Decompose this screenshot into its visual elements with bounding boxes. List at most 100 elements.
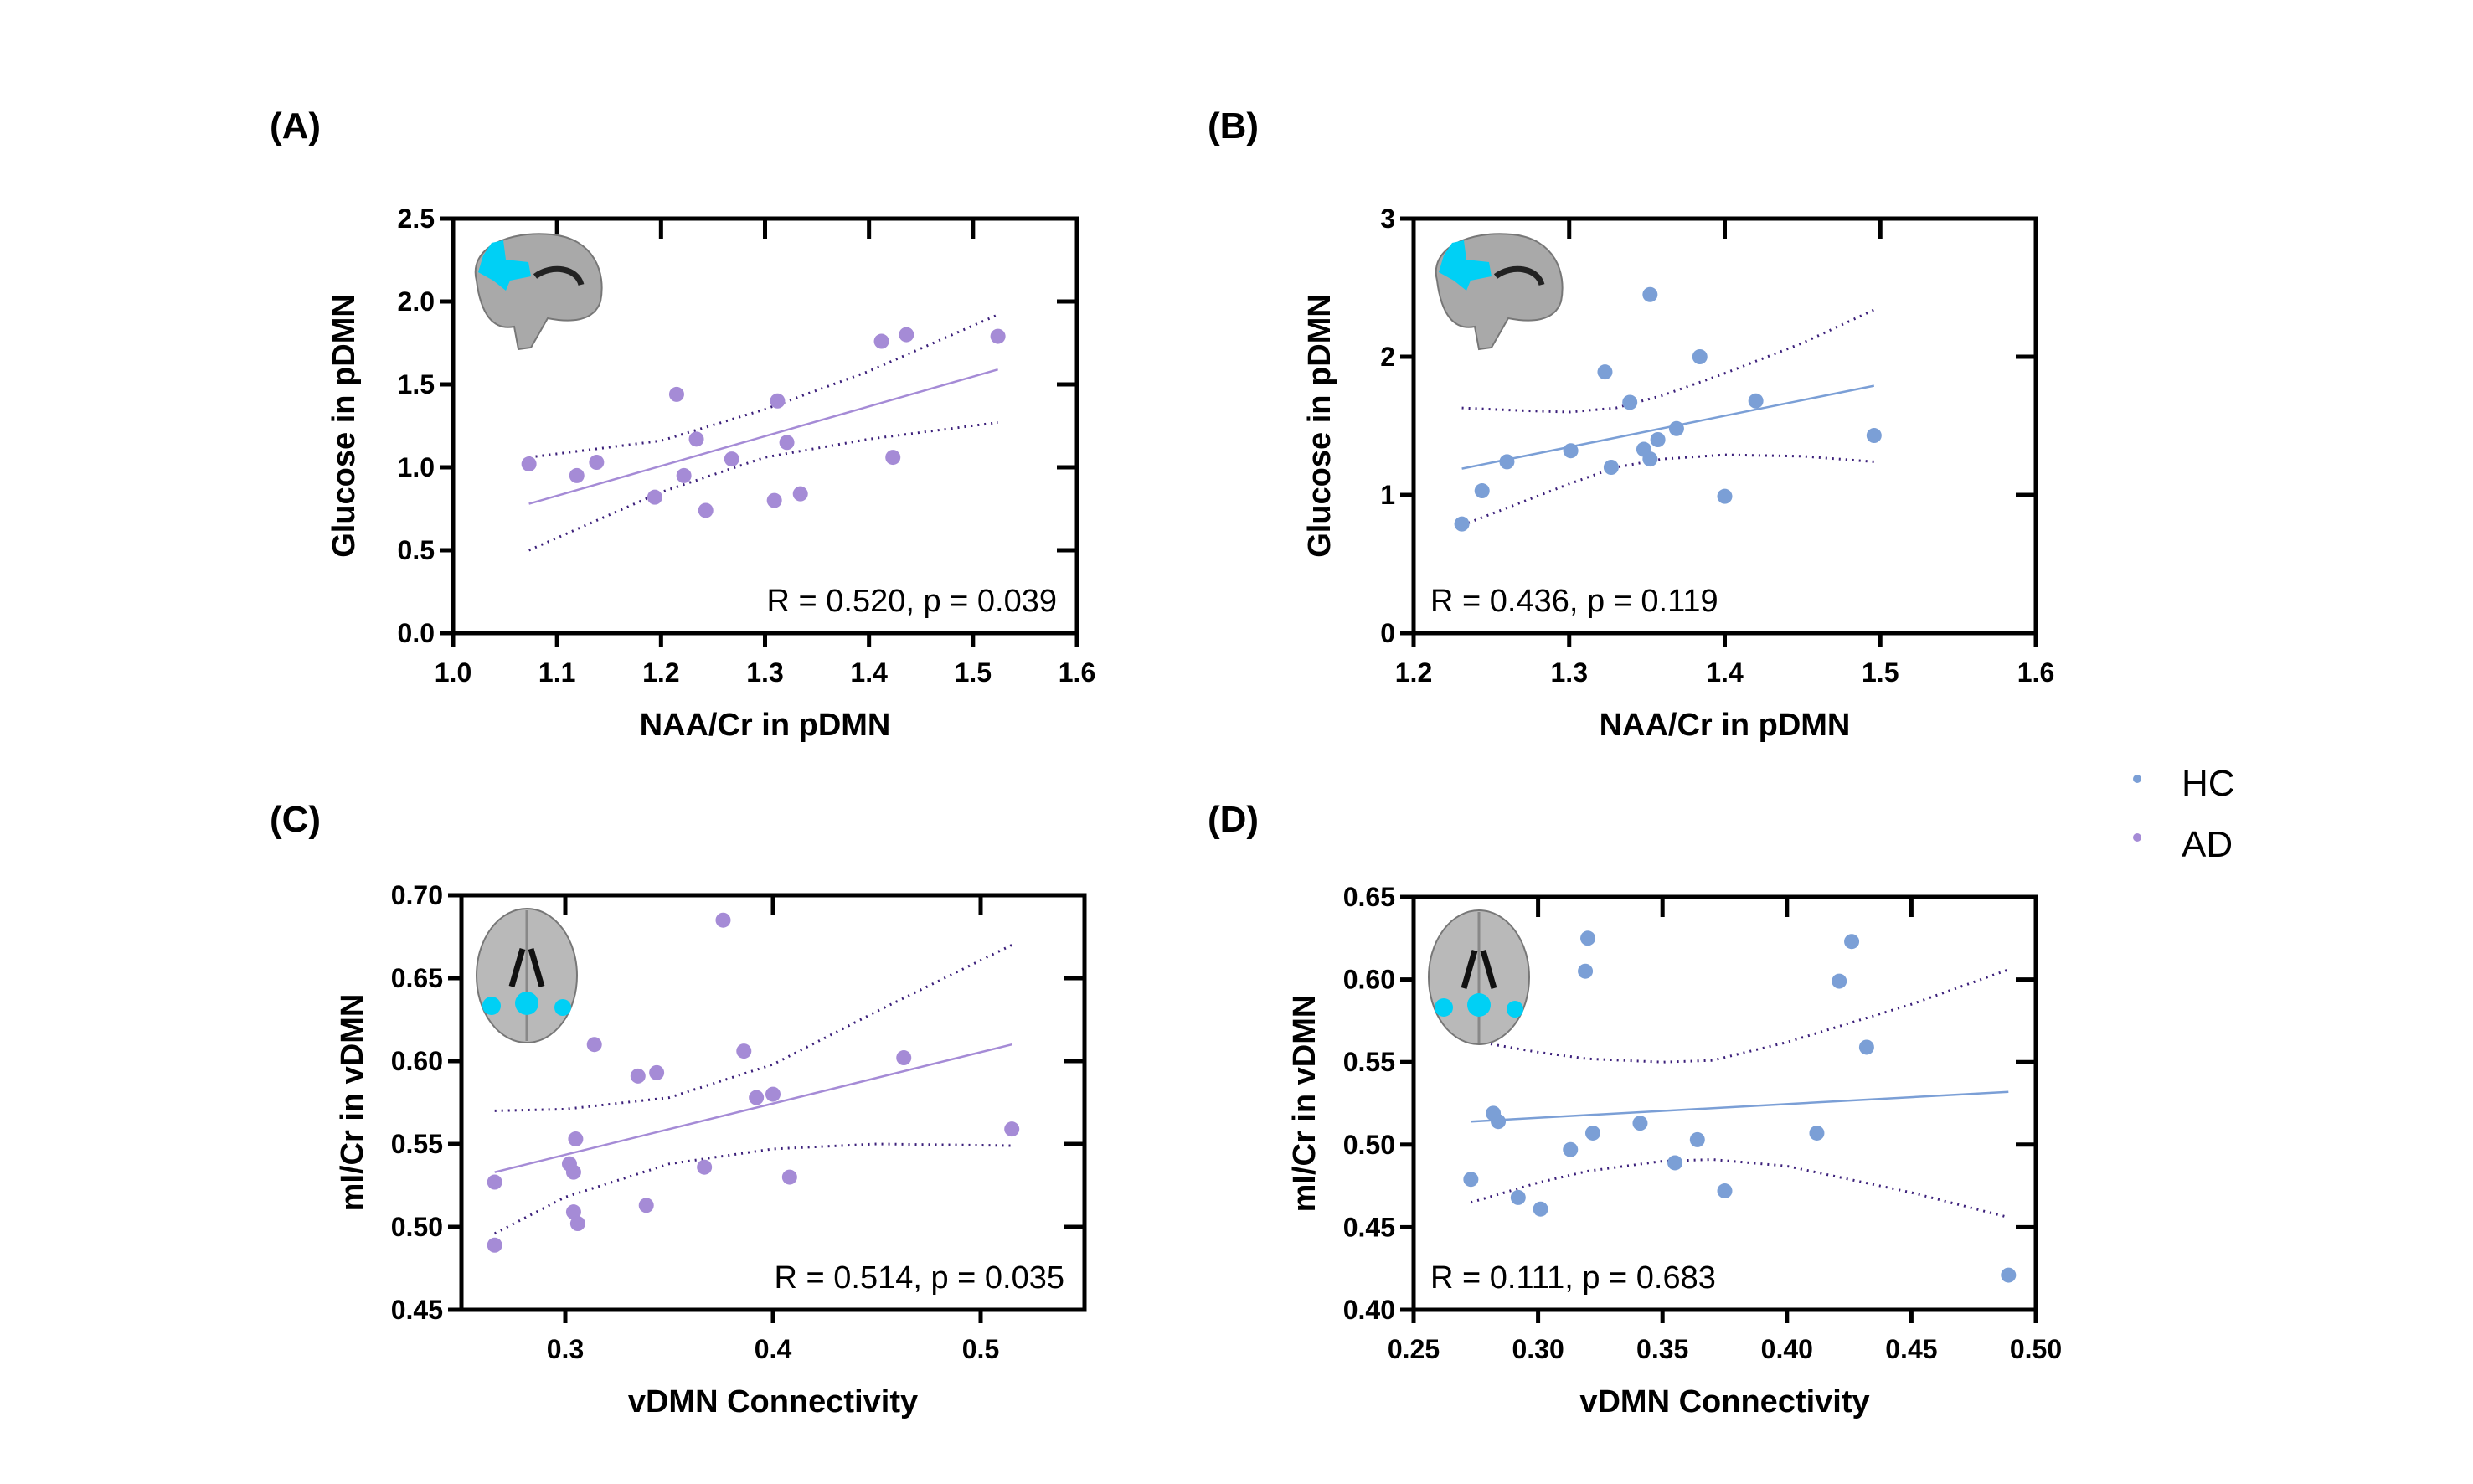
data-point bbox=[749, 1090, 765, 1105]
data-point bbox=[586, 1037, 602, 1053]
data-point bbox=[770, 393, 786, 409]
y-tick-label: 0.70 bbox=[391, 880, 443, 910]
data-point bbox=[1584, 1125, 1600, 1141]
data-point bbox=[1667, 1155, 1683, 1171]
data-point bbox=[1717, 488, 1733, 504]
x-tick-label: 0.45 bbox=[1885, 1334, 1937, 1364]
y-tick-label: 1.5 bbox=[398, 369, 435, 399]
data-point bbox=[1748, 393, 1764, 409]
data-point bbox=[565, 1204, 581, 1220]
data-point bbox=[1622, 394, 1638, 410]
x-tick-label: 1.1 bbox=[538, 657, 575, 688]
x-tick-label: 1.0 bbox=[435, 657, 471, 688]
data-point bbox=[698, 502, 714, 518]
data-point bbox=[565, 1164, 581, 1180]
legend: HC AD bbox=[2133, 763, 2235, 865]
y-tick-label: 0.60 bbox=[391, 1046, 443, 1076]
x-tick-label: 0.5 bbox=[962, 1334, 999, 1364]
data-point bbox=[724, 451, 739, 467]
data-point bbox=[1809, 1125, 1825, 1141]
x-axis-title: vDMN Connectivity bbox=[628, 1384, 918, 1420]
data-point bbox=[715, 912, 731, 928]
data-point bbox=[1533, 1201, 1548, 1217]
legend-label-ad: AD bbox=[2182, 824, 2233, 865]
data-point bbox=[1563, 443, 1579, 459]
x-tick-label: 1.3 bbox=[1551, 657, 1588, 688]
data-point bbox=[1689, 1131, 1705, 1147]
data-point bbox=[885, 450, 901, 466]
data-point bbox=[779, 435, 795, 451]
data-point bbox=[487, 1174, 502, 1190]
data-point bbox=[1580, 930, 1596, 946]
data-point bbox=[568, 1131, 584, 1147]
legend-item-ad: AD bbox=[2133, 824, 2233, 865]
x-tick-label: 0.25 bbox=[1388, 1334, 1440, 1364]
data-point bbox=[1844, 934, 1860, 950]
y-tick-label: 0.45 bbox=[391, 1295, 443, 1325]
legend-item-hc: HC bbox=[2133, 763, 2235, 804]
data-point bbox=[1491, 1114, 1507, 1130]
panel-label: (C) bbox=[270, 799, 321, 840]
x-tick-label: 1.4 bbox=[850, 657, 888, 688]
y-tick-label: 0.50 bbox=[1343, 1130, 1395, 1160]
y-tick-label: 0.5 bbox=[398, 535, 435, 565]
data-point bbox=[1463, 1172, 1479, 1188]
data-point bbox=[676, 467, 692, 483]
x-axis-title: NAA/Cr in pDMN bbox=[640, 708, 891, 743]
y-axis-title: mI/Cr in vDMN bbox=[335, 994, 370, 1212]
x-tick-label: 1.2 bbox=[642, 657, 679, 688]
y-tick-label: 1.0 bbox=[398, 452, 435, 482]
data-point bbox=[1642, 451, 1658, 467]
data-point bbox=[1563, 1141, 1579, 1157]
x-tick-label: 1.3 bbox=[746, 657, 783, 688]
y-tick-label: 0.55 bbox=[1343, 1047, 1395, 1077]
data-point bbox=[899, 327, 914, 343]
y-tick-label: 1 bbox=[1380, 480, 1395, 510]
data-point bbox=[1650, 432, 1666, 447]
data-point bbox=[1866, 428, 1882, 444]
ci-lower-band bbox=[528, 421, 998, 552]
data-point bbox=[1499, 454, 1515, 470]
data-point bbox=[688, 431, 704, 447]
legend-marker-hc bbox=[2133, 775, 2141, 783]
data-point bbox=[1603, 460, 1619, 475]
axial-brain-icon bbox=[1428, 909, 1530, 1045]
data-point bbox=[697, 1159, 713, 1175]
x-tick-label: 1.2 bbox=[1395, 657, 1432, 688]
y-axis-title: mI/Cr in vDMN bbox=[1287, 995, 1322, 1213]
stat-annotation: R = 0.520, p = 0.039 bbox=[767, 584, 1058, 619]
sagittal-brain-icon bbox=[1435, 233, 1564, 351]
y-tick-label: 2 bbox=[1380, 342, 1395, 372]
data-point bbox=[781, 1169, 797, 1185]
regression-line bbox=[528, 368, 998, 505]
data-point bbox=[521, 456, 537, 472]
x-tick-label: 1.6 bbox=[1059, 657, 1095, 688]
data-point bbox=[1858, 1039, 1874, 1055]
y-tick-label: 0.45 bbox=[1343, 1212, 1395, 1242]
x-tick-label: 1.6 bbox=[2017, 657, 2054, 688]
data-point bbox=[766, 492, 782, 508]
data-point bbox=[1832, 973, 1847, 989]
data-point bbox=[1004, 1121, 1020, 1137]
y-tick-label: 0.0 bbox=[398, 618, 435, 648]
x-tick-label: 0.50 bbox=[2010, 1334, 2062, 1364]
data-point bbox=[1454, 516, 1470, 532]
data-point bbox=[668, 386, 684, 402]
y-tick-label: 3 bbox=[1380, 204, 1395, 234]
stat-annotation: R = 0.111, p = 0.683 bbox=[1430, 1260, 1716, 1296]
ci-upper-band bbox=[1471, 968, 2009, 1064]
y-tick-label: 0.55 bbox=[391, 1129, 443, 1159]
x-tick-label: 1.4 bbox=[1706, 657, 1744, 688]
x-tick-label: 1.5 bbox=[1862, 657, 1899, 688]
x-tick-label: 0.30 bbox=[1512, 1334, 1564, 1364]
panel-d: (D) 0.25 0.30 0.35 0.40 0.45 0.50 0.40 0.45 0.50 0… bbox=[1208, 799, 2062, 1420]
stat-annotation: R = 0.514, p = 0.035 bbox=[775, 1260, 1065, 1296]
x-tick-label: 0.4 bbox=[755, 1334, 792, 1364]
ci-upper-band bbox=[528, 313, 999, 459]
y-tick-label: 2.5 bbox=[398, 204, 435, 234]
data-point bbox=[896, 1050, 912, 1066]
data-point bbox=[647, 489, 662, 505]
plot-frame bbox=[1411, 894, 2038, 1312]
y-tick-label: 0.65 bbox=[1343, 882, 1395, 912]
